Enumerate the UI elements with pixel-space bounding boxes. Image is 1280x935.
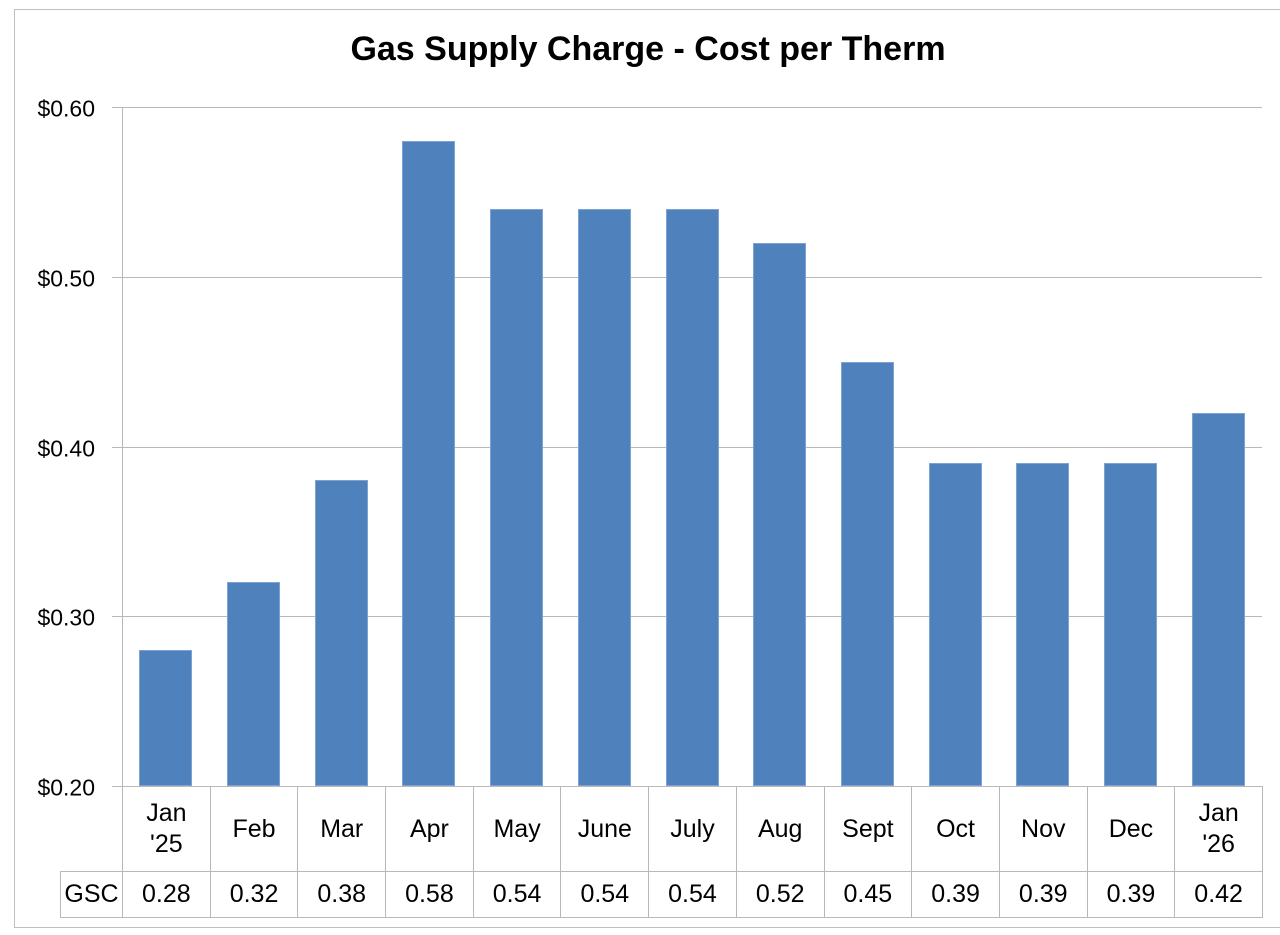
- y-tick-label: $0.30: [37, 604, 95, 631]
- data-table-value: 0.39: [1086, 871, 1176, 918]
- gridline: [112, 107, 1262, 108]
- x-category-label: Oct: [911, 786, 1000, 872]
- chart-frame: [14, 9, 1280, 928]
- x-category-label: Aug: [735, 786, 825, 872]
- data-table-value: 0.32: [209, 871, 299, 918]
- x-category-label: Jan '26: [1174, 786, 1263, 872]
- y-tick-label: $0.40: [37, 435, 95, 461]
- data-table-value: 0.39: [911, 871, 1000, 918]
- bar: [139, 650, 193, 786]
- bar: [840, 361, 894, 786]
- y-axis-line: [122, 107, 123, 917]
- bar: [928, 463, 982, 786]
- x-category-label: July: [648, 786, 737, 872]
- x-category-label: Nov: [998, 786, 1088, 872]
- x-category-label: Feb: [209, 786, 299, 872]
- data-table-value: 0.54: [648, 871, 737, 918]
- y-tick-label: $0.50: [37, 265, 95, 292]
- data-table-value: 0.54: [560, 871, 650, 918]
- x-category-label: Mar: [297, 786, 387, 872]
- data-table-value: 0.39: [998, 871, 1088, 918]
- bar: [490, 208, 544, 786]
- x-category-label: May: [472, 786, 562, 872]
- bar: [314, 480, 368, 786]
- bar: [753, 242, 807, 786]
- bar: [1191, 412, 1245, 786]
- x-category-label: Sept: [823, 786, 913, 872]
- x-category-label: Dec: [1086, 786, 1176, 872]
- bar: [665, 208, 719, 786]
- y-tick-label: $0.60: [37, 95, 95, 122]
- data-table-value: 0.52: [735, 871, 825, 918]
- data-table-value: 0.42: [1174, 871, 1263, 918]
- x-category-label: June: [560, 786, 650, 872]
- chart-title: Gas Supply Charge - Cost per Therm: [350, 30, 946, 68]
- data-table-value: 0.54: [472, 871, 562, 918]
- data-table-value: 0.58: [385, 871, 474, 918]
- bar: [577, 208, 631, 786]
- data-table-value: 0.28: [122, 871, 211, 918]
- x-category-label: Jan '25: [122, 786, 211, 872]
- data-table-value: 0.38: [297, 871, 387, 918]
- x-category-label: Apr: [385, 786, 474, 872]
- bar: [1016, 463, 1070, 786]
- bar: [1103, 463, 1157, 786]
- data-table-row-label: GSC: [60, 871, 123, 918]
- y-tick-label: $0.20: [37, 774, 95, 801]
- bar: [227, 582, 281, 786]
- data-table-value: 0.45: [823, 871, 913, 918]
- bar: [402, 140, 456, 786]
